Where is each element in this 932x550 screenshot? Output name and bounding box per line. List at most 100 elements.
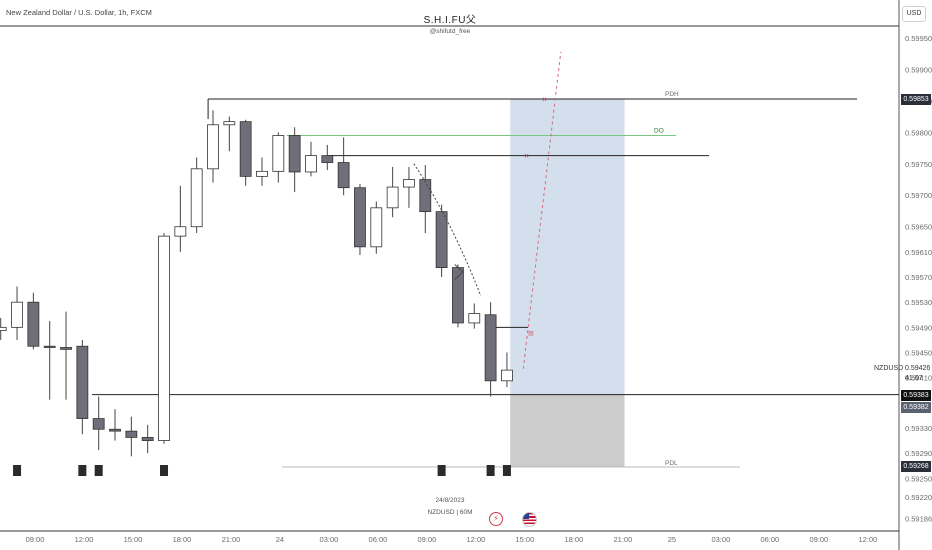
y-tick-label: 0.59186 — [905, 515, 932, 524]
candle-body — [337, 162, 350, 189]
candle[interactable] — [370, 201, 383, 254]
x-tick-label: 06:00 — [369, 535, 388, 544]
candle-body — [158, 235, 170, 441]
candle-body — [321, 155, 334, 163]
pdh-label: PDH — [665, 91, 679, 98]
session-marker — [486, 465, 495, 476]
candle-body — [207, 124, 219, 170]
candle[interactable] — [190, 157, 203, 233]
x-tick-label: 21:00 — [613, 535, 632, 544]
projection-marker-icon: ⊠ — [528, 331, 534, 338]
candles-group — [0, 110, 513, 457]
candle[interactable] — [0, 317, 7, 340]
candle[interactable] — [484, 302, 497, 397]
y-tick-label: 0.59750 — [905, 160, 932, 169]
y-tick-label: 0.59530 — [905, 298, 932, 307]
candle[interactable] — [11, 286, 23, 340]
candle[interactable] — [419, 165, 432, 233]
candle-body — [288, 135, 301, 173]
session-marker — [502, 465, 511, 476]
stop-zone — [510, 394, 625, 467]
us-flag-icon[interactable] — [522, 512, 537, 527]
x-tick-label: 18:00 — [564, 535, 583, 544]
candle-body — [272, 135, 285, 172]
candle[interactable] — [207, 110, 219, 183]
countdown: 41:07 — [905, 375, 923, 382]
projection-curve — [413, 163, 482, 297]
last-price-badge: 0.59383 — [901, 390, 931, 401]
candle[interactable] — [27, 292, 40, 350]
candle[interactable] — [452, 264, 464, 328]
x-tick-label: 18:00 — [173, 535, 192, 544]
candle[interactable] — [403, 166, 415, 208]
do-label: DO — [654, 127, 664, 134]
y-tick-label: 0.59570 — [905, 273, 932, 282]
symbol-price: 0.59426 — [905, 365, 931, 372]
x-tick-label: 15:00 — [124, 535, 143, 544]
pdh-price-badge: 0.59853 — [901, 94, 931, 105]
candle[interactable] — [272, 132, 285, 183]
candle[interactable] — [109, 409, 121, 441]
candle[interactable] — [174, 185, 187, 252]
symbol-title: New Zealand Dollar / U.S. Dollar, 1h, FX… — [6, 8, 152, 17]
x-tick-label: 15:00 — [516, 535, 535, 544]
flash-icon[interactable]: ⚡ — [489, 512, 503, 526]
y-tick-label: 0.59220 — [905, 493, 932, 502]
x-tick-label: 25 — [668, 535, 676, 544]
candle[interactable] — [468, 303, 481, 329]
candle-body — [501, 369, 513, 382]
candle-body — [27, 301, 40, 347]
candle-body — [468, 313, 481, 324]
x-tick-label: 09:00 — [809, 535, 828, 544]
candle-body — [141, 437, 154, 441]
candle-body — [403, 179, 415, 188]
y-tick-label: 0.59700 — [905, 191, 932, 200]
candle[interactable] — [386, 166, 399, 218]
y-tick-label: 0.59290 — [905, 449, 932, 458]
currency-button[interactable]: USD — [902, 6, 926, 22]
candle-body — [419, 179, 432, 213]
pdl-price-badge: 0.59268 — [901, 461, 931, 472]
candle-body — [223, 121, 236, 126]
candle[interactable] — [256, 157, 268, 186]
y-tick-label: 0.59410 — [905, 374, 932, 383]
candle[interactable] — [76, 339, 89, 435]
candle[interactable] — [92, 396, 105, 451]
candle[interactable] — [158, 232, 170, 444]
x-tick-label: 12:00 — [467, 535, 486, 544]
y-tick-label: 0.59490 — [905, 323, 932, 332]
brand-handle: @shifutd_free — [429, 28, 471, 35]
session-marker — [437, 465, 446, 476]
candle[interactable] — [501, 352, 513, 388]
brand-title: S.H.I.FU父 — [423, 15, 477, 26]
candle-body — [386, 186, 399, 209]
candle[interactable] — [239, 119, 252, 186]
candle[interactable] — [125, 416, 138, 457]
pdl-label: PDL — [665, 460, 678, 467]
candle-body — [435, 211, 448, 268]
candle[interactable] — [288, 127, 301, 193]
candle-body — [0, 326, 7, 331]
candle-body — [92, 418, 105, 430]
candle-body — [484, 314, 497, 382]
candle[interactable] — [60, 311, 72, 400]
candle-body — [109, 428, 121, 432]
candle[interactable] — [321, 144, 334, 171]
x-tick-label: 21:00 — [222, 535, 241, 544]
candle[interactable] — [337, 137, 350, 196]
x-tick-label: 12:00 — [858, 535, 877, 544]
y-tick-label: 0.59610 — [905, 248, 932, 257]
session-marker — [160, 465, 169, 476]
x-mark-icon: × — [524, 152, 529, 161]
y-tick-label: 0.59900 — [905, 65, 932, 74]
x-tick-label: 03:00 — [320, 535, 339, 544]
candle[interactable] — [223, 116, 236, 152]
candle[interactable] — [354, 183, 366, 256]
x-tick-label: 03:00 — [711, 535, 730, 544]
candle[interactable] — [43, 321, 56, 400]
session-marker — [13, 465, 22, 476]
candle[interactable] — [141, 424, 154, 454]
candle[interactable] — [435, 204, 448, 278]
candle[interactable] — [305, 141, 317, 177]
